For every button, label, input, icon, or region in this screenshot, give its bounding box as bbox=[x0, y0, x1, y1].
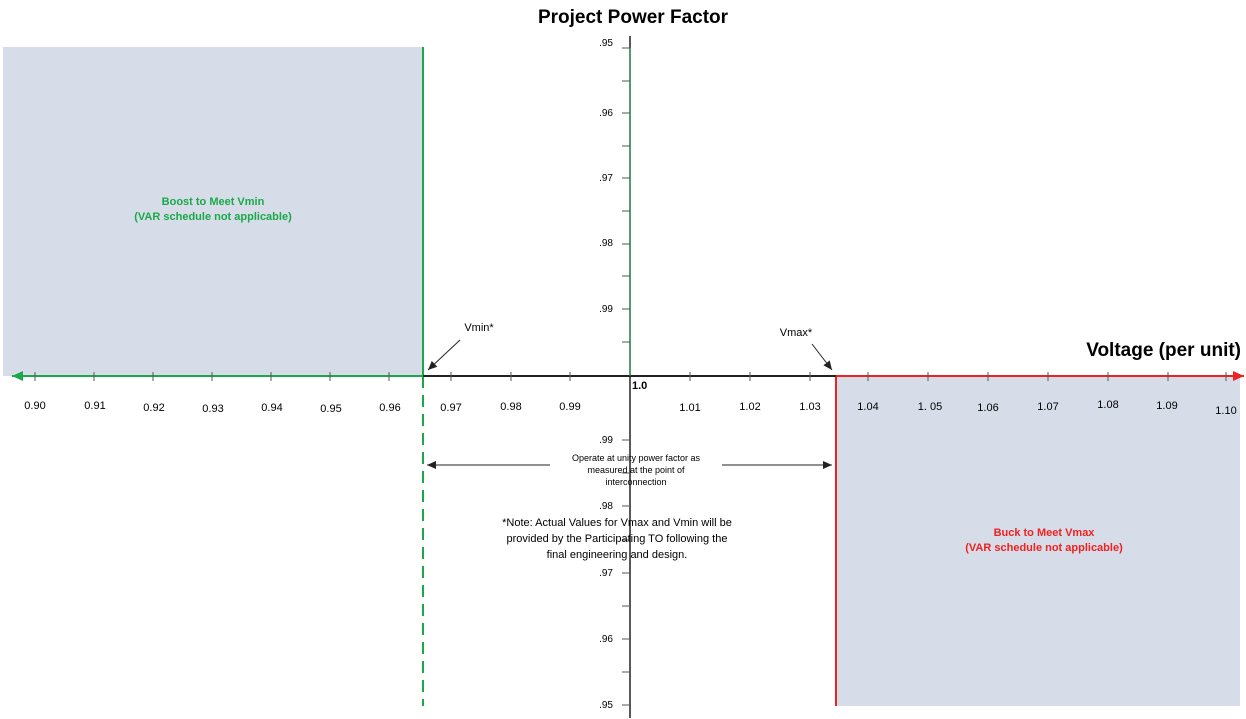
vmin-label: Vmin* bbox=[464, 322, 494, 334]
footnote-line-2: provided by the Participating TO followi… bbox=[507, 533, 728, 545]
footnote-line-3: final engineering and design. bbox=[547, 549, 688, 561]
x-tick-label: 1.03 bbox=[799, 401, 820, 413]
x-tick-label: 0.95 bbox=[320, 403, 341, 415]
y-tick-labels-upper: .95 .96 .97 .98 .99 bbox=[599, 38, 613, 315]
vmax-pointer-arrow bbox=[811, 343, 833, 371]
y-tick-label: .96 bbox=[599, 108, 613, 119]
y-tick-label: .99 bbox=[599, 304, 613, 315]
x-tick-label: 1.08 bbox=[1097, 399, 1118, 411]
x-tick-label: 0.90 bbox=[24, 400, 45, 412]
buck-region bbox=[836, 376, 1240, 706]
x-tick-label: 0.97 bbox=[440, 402, 461, 414]
boost-region-title: Boost to Meet Vmin bbox=[162, 196, 265, 208]
x-tick-label: 1.09 bbox=[1156, 400, 1177, 412]
x-axis-title: Voltage (per unit) bbox=[1086, 340, 1241, 361]
x-tick-label: 1.10 bbox=[1215, 405, 1236, 417]
x-tick-label: 1.01 bbox=[679, 402, 700, 414]
x-tick-label: 0.98 bbox=[500, 401, 521, 413]
vmax-label: Vmax* bbox=[780, 327, 813, 339]
origin-label: 1.0 bbox=[632, 380, 647, 392]
x-tick-label: 0.93 bbox=[202, 403, 223, 415]
x-tick-label: 0.96 bbox=[379, 402, 400, 414]
x-tick-label: 0.94 bbox=[261, 402, 282, 414]
footnote-line-1: *Note: Actual Values for Vmax and Vmin w… bbox=[502, 517, 732, 529]
x-tick-label: 1.02 bbox=[739, 401, 760, 413]
buck-region-subtitle: (VAR schedule not applicable) bbox=[965, 542, 1123, 554]
boost-region bbox=[3, 47, 423, 376]
y-tick-marks bbox=[622, 47, 630, 706]
vmin-pointer-arrow bbox=[427, 339, 461, 371]
y-tick-label: .95 bbox=[599, 700, 613, 711]
y-tick-label: .98 bbox=[599, 238, 613, 249]
x-tick-label: 0.92 bbox=[143, 402, 164, 414]
unity-note-line-3: interconnection bbox=[605, 477, 666, 487]
x-tick-marks bbox=[34, 372, 1227, 381]
x-tick-label: 0.91 bbox=[84, 400, 105, 412]
y-tick-label: .98 bbox=[599, 501, 613, 512]
y-tick-label: .96 bbox=[599, 634, 613, 645]
x-tick-label: 1.07 bbox=[1037, 401, 1058, 413]
x-tick-label: 0.99 bbox=[559, 401, 580, 413]
x-tick-labels-left: 0.90 0.91 0.92 0.93 0.94 0.95 0.96 0.97 … bbox=[24, 400, 580, 415]
unity-note-line-2: measured at the point of bbox=[587, 465, 685, 475]
y-tick-label: .99 bbox=[599, 435, 613, 446]
chart-title: Project Power Factor bbox=[538, 7, 729, 28]
boost-region-subtitle: (VAR schedule not applicable) bbox=[134, 211, 292, 223]
y-tick-label: .95 bbox=[599, 38, 613, 49]
x-tick-label: 1. 05 bbox=[918, 401, 942, 413]
unity-note-line-1: Operate at unity power factor as bbox=[572, 453, 701, 463]
y-tick-label: .97 bbox=[599, 568, 613, 579]
buck-region-title: Buck to Meet Vmax bbox=[994, 527, 1096, 539]
x-tick-labels-right: 1.01 1.02 1.03 1.04 1. 05 1.06 1.07 1.08… bbox=[679, 399, 1236, 417]
x-tick-label: 1.04 bbox=[857, 401, 878, 413]
y-tick-label: .97 bbox=[599, 173, 613, 184]
y-tick-labels-lower: .99 .98 .97 .96 .95 bbox=[599, 435, 613, 711]
x-tick-label: 1.06 bbox=[977, 402, 998, 414]
